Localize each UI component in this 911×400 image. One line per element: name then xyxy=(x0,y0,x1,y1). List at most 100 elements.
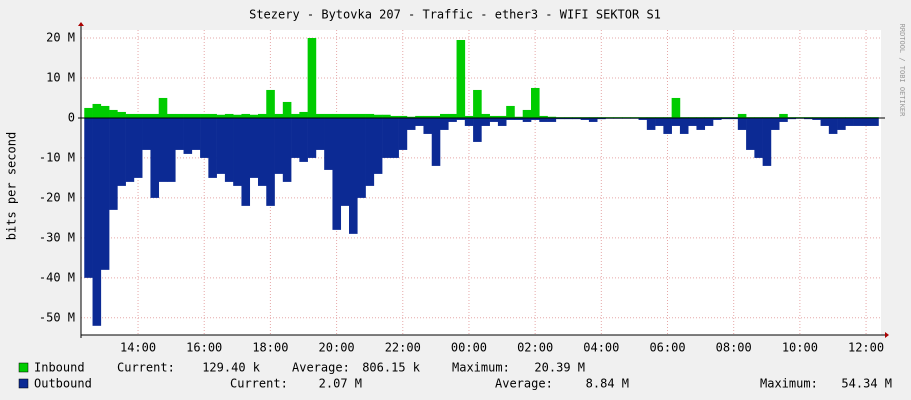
area-step xyxy=(464,115,474,118)
area-step xyxy=(539,117,548,122)
area-step xyxy=(100,117,110,270)
area-step xyxy=(357,113,366,118)
area-step xyxy=(737,117,747,130)
area-step xyxy=(812,117,821,120)
legend-swatch xyxy=(18,378,29,389)
area-step xyxy=(655,117,664,126)
area-step xyxy=(357,117,366,198)
legend-stat-value: 20.39 M xyxy=(534,361,585,375)
arrow xyxy=(885,332,889,338)
area-step xyxy=(241,117,251,206)
area-step xyxy=(208,113,217,118)
area-step xyxy=(448,113,457,118)
area-step xyxy=(415,115,424,118)
area-step xyxy=(804,117,813,120)
area-step xyxy=(166,113,176,118)
area-step xyxy=(266,89,275,118)
area-step xyxy=(456,39,466,118)
area-step xyxy=(638,117,648,120)
area-step xyxy=(282,101,292,118)
y-tick-label: -30 M xyxy=(39,230,75,244)
watermark: RRDTOOL / TOBI OETIKER xyxy=(898,24,906,118)
area-step xyxy=(489,117,499,122)
area-step xyxy=(175,113,184,118)
area-step xyxy=(233,117,242,186)
area-step xyxy=(473,89,482,118)
area-step xyxy=(779,117,788,122)
legend-label: Inbound xyxy=(34,361,85,375)
x-tick-label: 18:00 xyxy=(252,341,288,355)
area-step xyxy=(125,113,135,118)
area-step xyxy=(704,117,714,126)
area-step xyxy=(324,113,333,118)
y-tick-label: 20 M xyxy=(46,30,75,44)
area-step xyxy=(307,37,317,118)
area-step xyxy=(497,117,507,126)
area-step xyxy=(299,111,308,118)
x-tick-label: 22:00 xyxy=(385,341,421,355)
area-step xyxy=(92,117,102,326)
area-step xyxy=(133,117,143,178)
area-step xyxy=(597,117,606,120)
area-step xyxy=(348,117,358,234)
area-step xyxy=(109,109,118,118)
area-step xyxy=(274,113,284,118)
area-step xyxy=(84,107,93,118)
area-step xyxy=(398,115,408,118)
area-step xyxy=(721,117,730,120)
area-step xyxy=(332,117,342,230)
area-step xyxy=(348,113,358,118)
area-step xyxy=(257,113,267,118)
area-step xyxy=(166,117,176,182)
area-step xyxy=(506,117,515,120)
legend-stat-label: Average: xyxy=(292,361,350,375)
y-tick-label: 10 M xyxy=(46,70,75,84)
x-tick-label: 02:00 xyxy=(517,341,553,355)
area-step xyxy=(671,97,681,118)
area-step xyxy=(531,117,540,120)
area-step xyxy=(845,117,854,126)
area-step xyxy=(746,117,755,150)
area-step xyxy=(820,117,830,126)
area-step xyxy=(481,113,490,118)
legend-stat-label: Maximum: xyxy=(760,377,818,391)
area-step xyxy=(125,117,135,182)
area-step xyxy=(473,117,482,142)
legend-stat-value: 806.15 k xyxy=(362,361,421,375)
area-step xyxy=(142,113,151,118)
x-tick-label: 10:00 xyxy=(782,341,818,355)
area-step xyxy=(737,113,747,118)
area-step xyxy=(117,111,126,118)
area-step xyxy=(373,114,383,118)
chart-title: Stezery - Bytovka 207 - Traffic - ether3… xyxy=(249,8,661,22)
area-step xyxy=(406,117,416,130)
area-step xyxy=(224,113,234,118)
area-step xyxy=(870,117,879,126)
area-step xyxy=(241,113,251,118)
area-step xyxy=(588,117,598,122)
x-tick-label: 08:00 xyxy=(716,341,752,355)
area-step xyxy=(249,117,259,178)
area-step xyxy=(266,117,275,206)
area-step xyxy=(175,117,184,150)
y-tick-label: -20 M xyxy=(39,190,75,204)
x-tick-label: 04:00 xyxy=(583,341,619,355)
area-step xyxy=(191,113,201,118)
area-step xyxy=(679,117,689,134)
area-step xyxy=(150,113,160,118)
area-step xyxy=(522,109,532,118)
area-step xyxy=(208,117,217,178)
area-step xyxy=(555,117,565,120)
area-step xyxy=(440,113,449,118)
area-step xyxy=(580,117,590,120)
area-step xyxy=(828,117,838,134)
area-step xyxy=(522,117,532,122)
x-tick-label: 06:00 xyxy=(649,341,685,355)
x-tick-label: 14:00 xyxy=(120,341,156,355)
area-step xyxy=(440,117,449,130)
area-step xyxy=(564,117,573,120)
area-step xyxy=(489,115,499,118)
area-step xyxy=(249,114,259,118)
area-step xyxy=(729,117,739,120)
